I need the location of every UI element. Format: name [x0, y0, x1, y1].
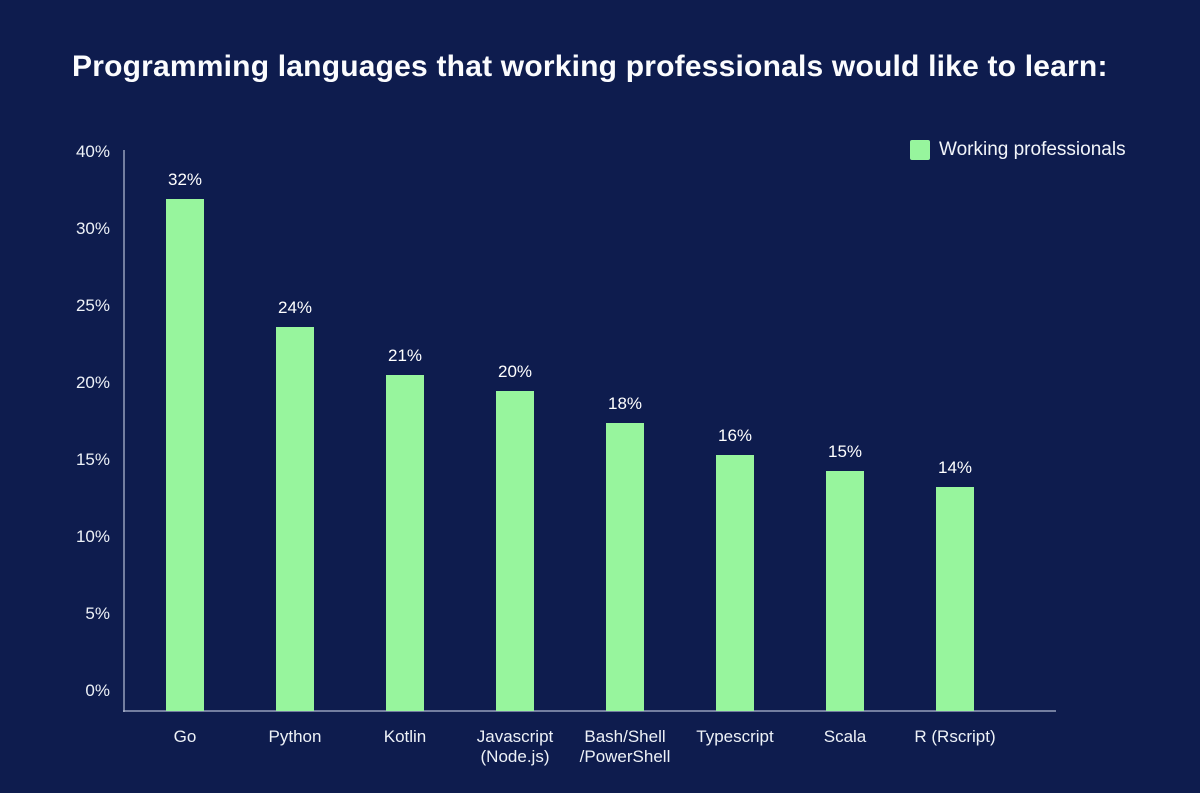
x-axis-label: Javascript (Node.js): [476, 727, 554, 766]
bar-value-label: 24%: [277, 298, 313, 317]
bar-group: 16%: [680, 152, 790, 711]
y-tick-label: 0%: [85, 681, 110, 700]
bar-value-label: 14%: [937, 458, 973, 477]
bar-group: 20%: [460, 152, 570, 711]
x-axis-label: Kotlin: [383, 727, 427, 746]
bar-value-label: 15%: [827, 442, 863, 461]
bar-kotlin: [386, 375, 424, 711]
bar-python: [276, 327, 314, 711]
bar-value-label: 16%: [717, 426, 753, 445]
bar-typescript: [716, 455, 754, 711]
x-axis-line: [123, 710, 1056, 712]
y-tick-label: 20%: [75, 373, 110, 392]
x-axis-label: Scala: [823, 727, 867, 746]
x-axis-label: Go: [173, 727, 197, 746]
y-axis: 40% 30% 25% 20% 15% 10% 5% 0%: [28, 0, 110, 793]
y-tick-label: 5%: [85, 604, 110, 623]
bar-group: 21%: [350, 152, 460, 711]
y-tick-label: 10%: [75, 527, 110, 546]
bars-container: 32% 24% 21% 20% 18% 16% 15% 14%: [130, 152, 1010, 711]
bar-javascript: [496, 391, 534, 711]
bar-value-label: 21%: [387, 346, 423, 365]
legend: Working professionals: [910, 139, 1126, 161]
bar-group: 18%: [570, 152, 680, 711]
legend-label: Working professionals: [939, 139, 1126, 160]
bar-value-label: 18%: [607, 394, 643, 413]
chart-title: Programming languages that working profe…: [72, 50, 1108, 83]
x-axis-label: R (Rscript): [914, 727, 996, 746]
y-tick-label: 25%: [75, 296, 110, 315]
bar-scala: [826, 471, 864, 711]
bar-value-label: 32%: [167, 170, 203, 189]
bar-go: [166, 199, 204, 711]
y-axis-line: [123, 150, 125, 712]
bar-group: 24%: [240, 152, 350, 711]
bar-bash-shell: [606, 423, 644, 711]
bar-group: 15%: [790, 152, 900, 711]
x-axis-label: Python: [268, 727, 322, 746]
y-tick-label: 40%: [75, 142, 110, 161]
bar-value-label: 20%: [497, 362, 533, 381]
legend-swatch-icon: [910, 140, 930, 160]
x-axis-label: Bash/Shell /PowerShell: [579, 727, 671, 766]
bar-group: 14%: [900, 152, 1010, 711]
bar-group: 32%: [130, 152, 240, 711]
x-axis-label: Typescript: [696, 727, 774, 746]
x-axis-labels: Go Python Kotlin Javascript (Node.js) Bash/S…: [130, 727, 1010, 767]
y-tick-label: 30%: [75, 219, 110, 238]
y-tick-label: 15%: [75, 450, 110, 469]
bar-r-rscript-: [936, 487, 974, 711]
